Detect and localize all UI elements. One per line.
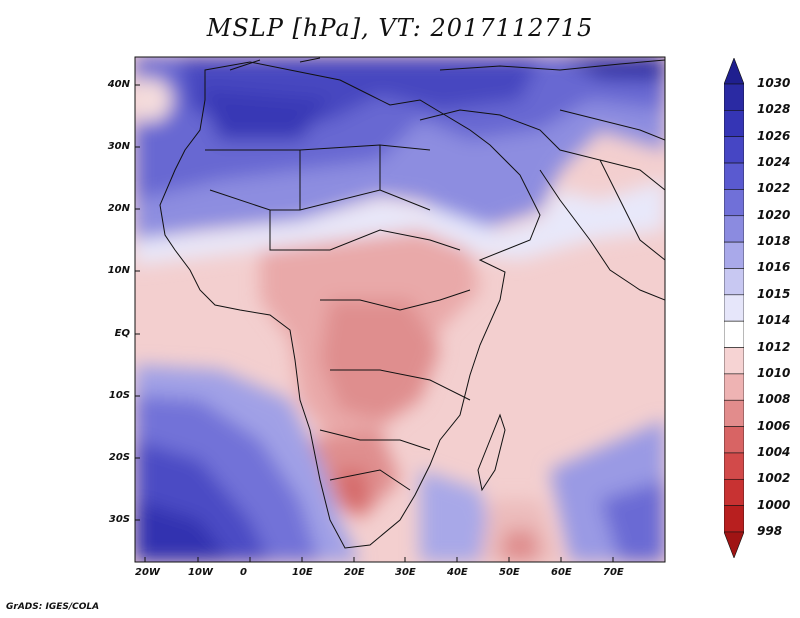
colorbar-label: 1026 — [757, 128, 791, 143]
longitude-label: 70E — [603, 567, 624, 578]
colorbar-segment — [724, 452, 744, 480]
grads-credit: GrADS: IGES/COLA — [6, 602, 100, 612]
colorbar-label: 1018 — [757, 234, 791, 249]
colorbar-label: 1002 — [757, 471, 791, 486]
colorbar-segment — [724, 215, 744, 243]
colorbar-segment — [724, 241, 744, 269]
colorbar-segment — [724, 136, 744, 164]
colorbar-label: 1024 — [757, 155, 791, 170]
colorbar-label: 1020 — [757, 207, 791, 222]
axis-ticks — [135, 84, 614, 562]
longitude-label: 10E — [292, 567, 313, 578]
longitude-label: 30E — [395, 567, 416, 578]
longitude-label: 40E — [447, 567, 468, 578]
colorbar-label: 1006 — [757, 418, 791, 433]
latitude-label: 30N — [107, 141, 130, 152]
map-title: MSLP [hPa], VT: 2017112715 — [206, 14, 594, 42]
map-frame — [134, 56, 666, 563]
latitude-label: 10N — [107, 265, 130, 276]
colorbar-label: 1028 — [757, 102, 791, 117]
colorbar-label: 1004 — [757, 444, 791, 459]
colorbar-label: 1008 — [757, 392, 791, 407]
longitude-label: 50E — [499, 567, 520, 578]
colorbar-label: 1030 — [757, 76, 791, 90]
colorbar-segment — [724, 110, 744, 138]
colorbar-segment — [724, 399, 744, 427]
latitude-label: 40N — [107, 79, 130, 90]
longitude-label: 20E — [344, 567, 365, 578]
latitude-label: 20S — [108, 452, 130, 463]
latitude-label: 20N — [107, 203, 130, 214]
colorbar-segment — [724, 531, 744, 558]
colorbar-label: 998 — [757, 524, 783, 538]
colorbar-segment — [724, 294, 744, 322]
longitude-label: 60E — [551, 567, 572, 578]
longitude-label: 0 — [240, 567, 247, 578]
colorbar-segment — [724, 268, 744, 296]
longitude-label: 10W — [188, 567, 213, 578]
latitude-label: 30S — [108, 514, 130, 525]
pressure-field — [135, 57, 665, 562]
colorbar-label: 1016 — [757, 260, 791, 275]
colorbar-label: 1012 — [757, 339, 791, 354]
colorbar — [724, 58, 744, 558]
colorbar-label: 1010 — [757, 365, 791, 380]
longitude-label: 20W — [135, 567, 160, 578]
colorbar-label: 1000 — [757, 497, 791, 512]
colorbar-label: 1022 — [757, 181, 791, 196]
latitude-label: EQ — [114, 328, 130, 339]
colorbar-segment — [724, 347, 744, 375]
colorbar-segment — [724, 373, 744, 401]
latitude-label: 10S — [108, 390, 130, 401]
colorbar-segment — [724, 58, 744, 85]
colorbar-segment — [724, 320, 744, 348]
colorbar-segment — [724, 478, 744, 506]
colorbar-segment — [724, 189, 744, 217]
colorbar-segment — [724, 505, 744, 533]
colorbar-segment — [724, 83, 744, 111]
colorbar-label: 1015 — [757, 286, 791, 301]
colorbar-segment — [724, 162, 744, 190]
coastlines — [159, 57, 665, 549]
colorbar-label: 1014 — [757, 313, 791, 328]
colorbar-segment — [724, 426, 744, 454]
